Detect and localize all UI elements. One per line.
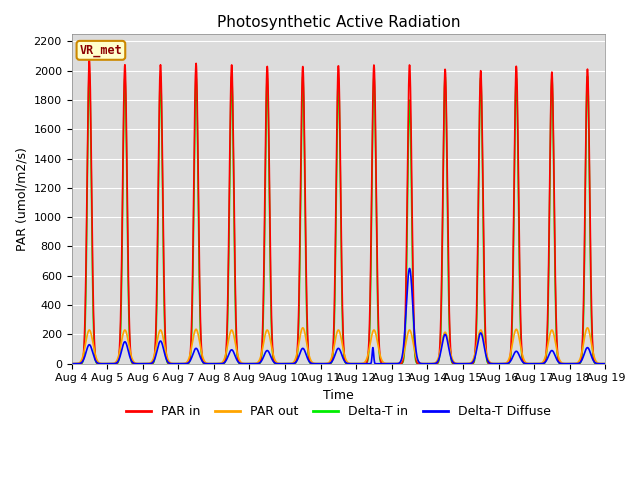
Y-axis label: PAR (umol/m2/s): PAR (umol/m2/s) bbox=[15, 147, 28, 251]
PAR in bbox=[365, 324, 373, 330]
Line: PAR in: PAR in bbox=[72, 60, 605, 364]
PAR out bbox=[602, 361, 609, 367]
Text: VR_met: VR_met bbox=[79, 44, 122, 57]
Delta-T Diffuse bbox=[68, 361, 76, 367]
Delta-T in bbox=[569, 361, 577, 367]
PAR out bbox=[216, 360, 224, 366]
Delta-T Diffuse bbox=[406, 265, 413, 271]
X-axis label: Time: Time bbox=[323, 389, 354, 402]
PAR in bbox=[554, 356, 562, 362]
PAR out bbox=[354, 361, 362, 367]
PAR in bbox=[569, 361, 577, 367]
Delta-T Diffuse bbox=[602, 361, 609, 367]
Legend: PAR in, PAR out, Delta-T in, Delta-T Diffuse: PAR in, PAR out, Delta-T in, Delta-T Dif… bbox=[120, 400, 556, 423]
PAR out bbox=[493, 361, 501, 367]
Delta-T in bbox=[365, 335, 373, 341]
Delta-T in bbox=[68, 361, 76, 367]
Delta-T in bbox=[493, 361, 501, 367]
Delta-T Diffuse bbox=[365, 361, 373, 367]
Line: Delta-T Diffuse: Delta-T Diffuse bbox=[72, 268, 605, 364]
Title: Photosynthetic Active Radiation: Photosynthetic Active Radiation bbox=[216, 15, 460, 30]
Delta-T Diffuse bbox=[388, 361, 396, 367]
PAR in bbox=[602, 361, 609, 367]
Delta-T Diffuse bbox=[494, 361, 502, 367]
Delta-T in bbox=[217, 361, 225, 367]
Delta-T Diffuse bbox=[570, 361, 577, 367]
PAR in bbox=[354, 361, 362, 367]
PAR in bbox=[68, 361, 76, 367]
Line: PAR out: PAR out bbox=[72, 328, 605, 364]
Delta-T in bbox=[354, 361, 362, 367]
Line: Delta-T in: Delta-T in bbox=[72, 73, 605, 364]
PAR out bbox=[584, 325, 591, 331]
Delta-T in bbox=[554, 359, 562, 364]
Delta-T Diffuse bbox=[555, 359, 563, 365]
Delta-T in bbox=[86, 71, 93, 76]
Delta-T Diffuse bbox=[354, 361, 362, 367]
Delta-T Diffuse bbox=[216, 361, 224, 367]
PAR out bbox=[68, 361, 76, 367]
PAR out bbox=[365, 346, 373, 352]
PAR in bbox=[217, 361, 225, 367]
PAR in bbox=[493, 361, 501, 367]
Delta-T in bbox=[602, 361, 609, 367]
PAR in bbox=[86, 58, 93, 63]
PAR out bbox=[569, 361, 577, 367]
PAR out bbox=[554, 352, 562, 358]
